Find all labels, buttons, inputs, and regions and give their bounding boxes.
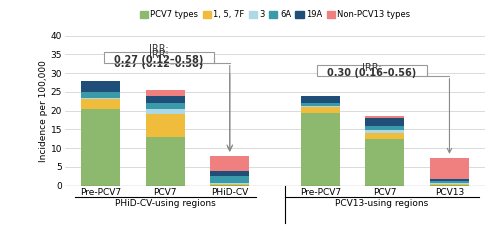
Bar: [430, 183, 469, 184]
Bar: [430, 179, 469, 181]
Bar: [430, 184, 469, 186]
Bar: [146, 114, 184, 137]
Text: IRR:: IRR:: [149, 50, 169, 60]
Bar: [430, 158, 469, 179]
Bar: [210, 176, 249, 183]
Bar: [210, 183, 249, 184]
Bar: [81, 92, 120, 98]
Text: PHiD-CV-using regions: PHiD-CV-using regions: [115, 199, 216, 208]
Bar: [146, 137, 184, 186]
Bar: [366, 116, 404, 118]
Bar: [366, 130, 404, 133]
Bar: [301, 103, 340, 106]
Y-axis label: Incidence per 100,000: Incidence per 100,000: [39, 60, 48, 162]
Bar: [301, 96, 340, 103]
Text: IRR:: IRR:: [362, 63, 382, 73]
Bar: [210, 156, 249, 171]
Bar: [146, 90, 184, 96]
Bar: [366, 139, 404, 186]
Bar: [146, 96, 184, 103]
Bar: [430, 181, 469, 183]
Bar: [366, 133, 404, 139]
Bar: [81, 99, 120, 109]
Text: 0.30 (0.16–0.56): 0.30 (0.16–0.56): [328, 68, 416, 78]
Bar: [366, 118, 404, 126]
Bar: [81, 109, 120, 186]
Text: IRR:: IRR:: [149, 45, 169, 55]
Text: 0.27 (0.12–0.58): 0.27 (0.12–0.58): [114, 59, 204, 69]
Legend: PCV7 types, 1, 5, 7F, 3, 6A, 19A, Non-PCV13 types: PCV7 types, 1, 5, 7F, 3, 6A, 19A, Non-PC…: [136, 7, 414, 23]
Text: PCV13-using regions: PCV13-using regions: [335, 199, 428, 208]
Bar: [301, 113, 340, 186]
Bar: [210, 184, 249, 186]
Bar: [81, 98, 120, 99]
Bar: [301, 106, 340, 107]
Bar: [81, 81, 120, 92]
Bar: [366, 126, 404, 130]
FancyBboxPatch shape: [317, 65, 427, 76]
Bar: [146, 103, 184, 109]
FancyBboxPatch shape: [104, 52, 214, 63]
Bar: [210, 171, 249, 176]
Bar: [146, 109, 184, 114]
Text: 0.27 (0.12–0.58): 0.27 (0.12–0.58): [114, 55, 204, 65]
Bar: [301, 107, 340, 113]
